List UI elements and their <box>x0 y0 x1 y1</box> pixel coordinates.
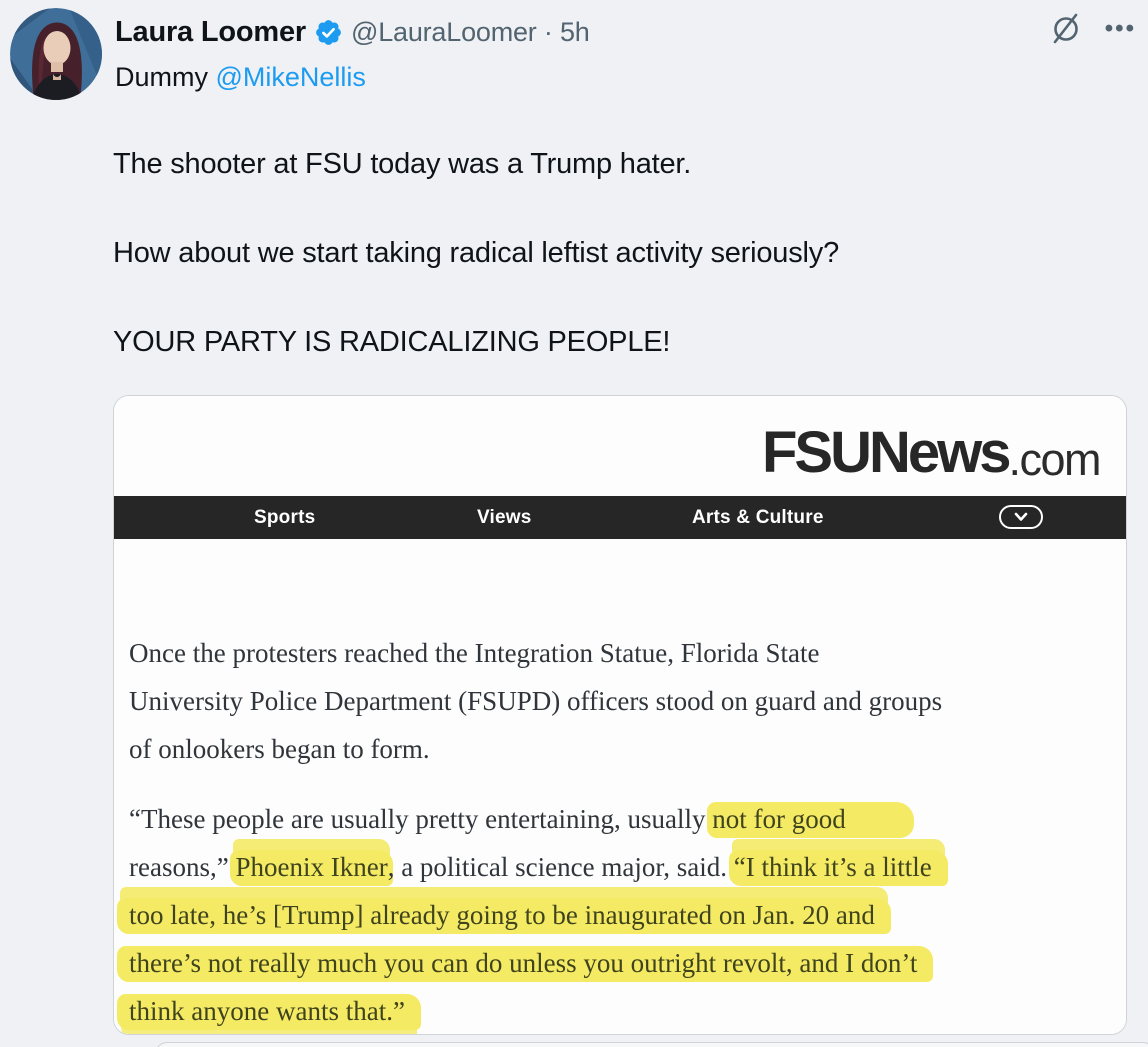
reply-context: Dummy @MikeNellis <box>115 62 590 98</box>
masthead-brand: FSUNews <box>761 420 1012 485</box>
verified-badge-icon <box>316 19 341 45</box>
highlighted-text: there’s not really much you can do unles… <box>117 946 934 982</box>
handle-and-timestamp[interactable]: @LauraLoomer · 5h <box>350 16 590 47</box>
avatar[interactable] <box>10 8 102 100</box>
nav-item-sports: Sports <box>254 507 316 528</box>
reply-context-text: Dummy <box>115 62 216 92</box>
tweet-line: YOUR PARTY IS RADICALIZING PEOPLE! <box>113 326 671 358</box>
article-paragraph-1: Once the protesters reached the Integrat… <box>129 629 1108 773</box>
article-line: University Police Department (FSUPD) off… <box>129 686 943 716</box>
article-text: reasons,” <box>129 852 236 882</box>
article-text: , a political science major, said. <box>387 852 734 882</box>
reply-mention-link[interactable]: @MikeNellis <box>215 62 366 92</box>
article-line: Once the protesters reached the Integrat… <box>129 638 820 668</box>
tweet-actions: ••• <box>1049 12 1136 46</box>
article-line: too late, he’s [Trump] already going to … <box>117 891 1108 939</box>
masthead-tld: .com <box>1008 434 1101 485</box>
name-row: Laura Loomer @LauraLoomer · 5h <box>115 12 590 52</box>
article-line: of onlookers began to form. <box>129 734 430 764</box>
nav-item-arts-culture: Arts & Culture <box>692 507 824 528</box>
highlighted-text: “I think it’s a little <box>728 850 948 886</box>
grok-icon[interactable] <box>1049 12 1083 46</box>
article-masthead: FSUNews .com <box>114 396 1126 496</box>
chevron-down-icon <box>1014 512 1028 521</box>
tweet-line: The shooter at FSU today was a Trump hat… <box>113 148 692 180</box>
article-line: “These people are usually pretty enterta… <box>129 795 1108 843</box>
more-icon[interactable]: ••• <box>1104 15 1136 42</box>
embedded-article-image[interactable]: FSUNews .com Sports Views Arts & Culture … <box>113 395 1127 1035</box>
article-paragraph-2: “These people are usually pretty enterta… <box>117 795 1108 1034</box>
highlighted-text: think anyone wants that.” <box>117 994 421 1030</box>
highlighted-text: too late, he’s [Trump] already going to … <box>117 898 891 934</box>
article-line: think anyone wants that.” <box>117 987 1108 1034</box>
display-name[interactable]: Laura Loomer <box>115 15 306 48</box>
highlighted-text: Phoenix Ikner <box>230 850 393 886</box>
article-line: there’s not really much you can do unles… <box>117 939 1108 987</box>
article-navbar: Sports Views Arts & Culture <box>114 496 1126 539</box>
tweet-header: Laura Loomer @LauraLoomer · 5h Dummy @Mi… <box>115 12 590 98</box>
article-line: reasons,” Phoenix Ikner, a political sci… <box>129 843 1108 891</box>
tweet-line: How about we start taking radical leftis… <box>113 237 839 269</box>
article-text: “These people are usually pretty enterta… <box>129 804 713 834</box>
tweet-text: The shooter at FSU today was a Trump hat… <box>113 146 1093 413</box>
avatar-image <box>10 8 102 100</box>
nav-menu-button <box>999 505 1043 529</box>
nav-item-views: Views <box>477 507 532 528</box>
highlighted-text: not for good <box>707 802 914 838</box>
article-body: Once the protesters reached the Integrat… <box>114 539 1126 1034</box>
next-card-top-edge <box>155 1042 1148 1047</box>
